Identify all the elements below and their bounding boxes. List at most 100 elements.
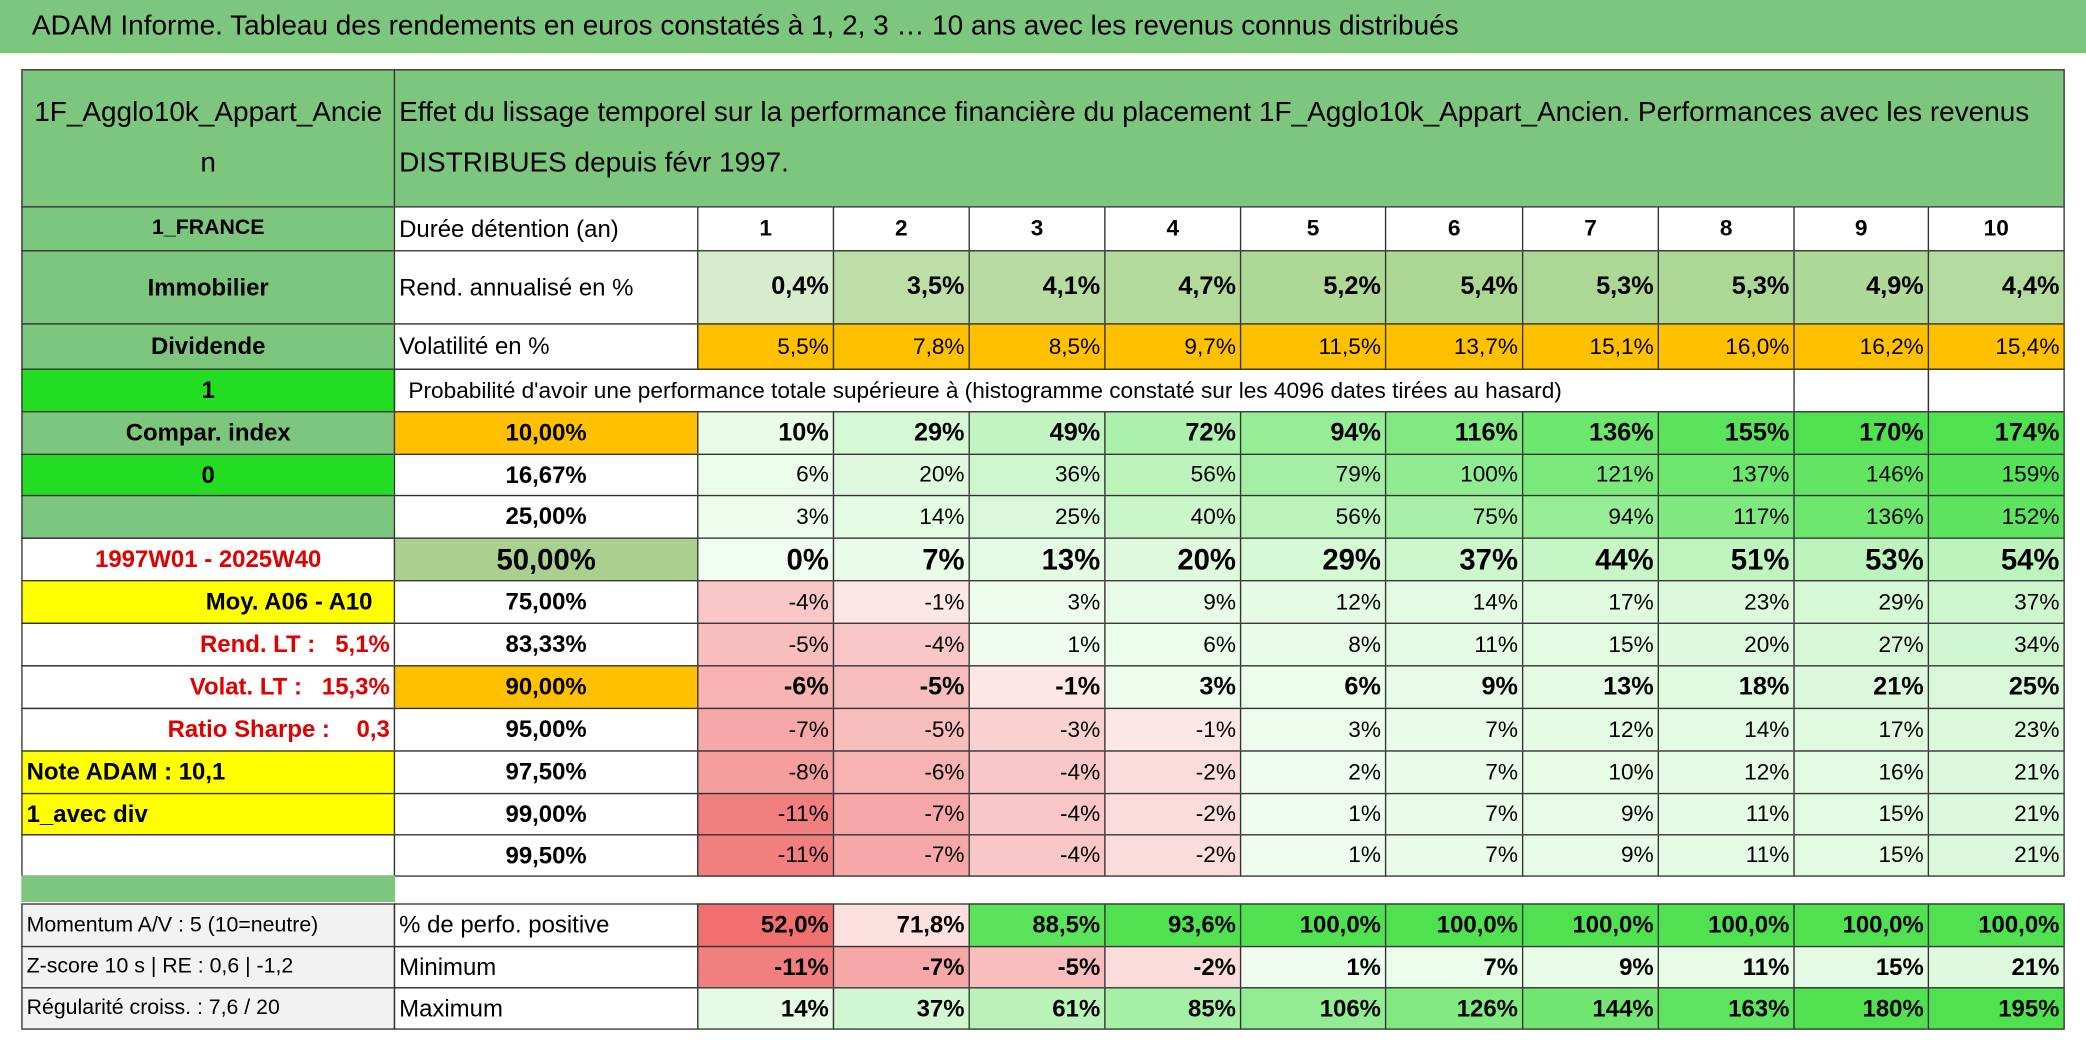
value-cell: 94%: [1521, 494, 1660, 539]
value-cell: 6%: [1104, 622, 1242, 667]
side-cell: Note ADAM : 10,1: [21, 750, 396, 795]
value-cell: 71,8%: [832, 903, 970, 948]
value-cell: 37%: [1927, 580, 2065, 624]
value-cell: 5,3%: [1657, 250, 1795, 325]
value-cell: 20%: [1104, 537, 1242, 582]
side-cell: [21, 494, 396, 539]
value-cell: 11%: [1657, 834, 1795, 877]
value-cell: -7%: [697, 707, 835, 752]
value-cell: 159%: [1927, 453, 2065, 497]
value-cell: 56%: [1104, 453, 1242, 497]
value-cell: 44%: [1521, 537, 1660, 582]
title: ADAM Informe. Tableau des rendements en …: [0, 0, 2086, 54]
value-cell: 15,4%: [1927, 323, 2065, 370]
side-cell: Ratio Sharpe : 0,3: [21, 707, 396, 752]
value-cell: -5%: [697, 622, 835, 667]
value-cell: 116%: [1384, 411, 1524, 455]
row-label: 99,50%: [393, 834, 699, 877]
value-cell: 7%: [1384, 834, 1524, 877]
value-cell: 21%: [1927, 945, 2065, 989]
value-cell: -4%: [968, 834, 1106, 877]
value-cell: 10%: [1521, 750, 1660, 795]
value-cell: -11%: [697, 945, 835, 989]
value-cell: 11%: [1657, 945, 1795, 989]
value-cell: 10%: [697, 411, 835, 455]
value-cell: 75%: [1384, 494, 1524, 539]
value-cell: 17%: [1521, 580, 1660, 624]
side-cell: Momentum A/V : 5 (10=neutre): [21, 903, 396, 948]
value-cell: 121%: [1521, 453, 1660, 497]
value-cell: -4%: [832, 622, 970, 667]
side-cell: Z-score 10 s | RE : 0,6 | -1,2: [21, 945, 396, 989]
value-cell: 6: [1384, 206, 1524, 252]
row-label: Durée détention (an): [393, 206, 699, 252]
row-label: Minimum: [393, 945, 699, 989]
value-cell: 51%: [1657, 537, 1795, 582]
value-cell: 14%: [697, 987, 835, 1030]
row-label: 99,00%: [393, 792, 699, 836]
value-cell: -4%: [968, 792, 1106, 836]
side-cell: Moy. A06 - A10: [21, 580, 396, 624]
value-cell: -6%: [832, 750, 970, 795]
row-label: 10,00%: [393, 411, 699, 455]
value-cell: 4: [1104, 206, 1242, 252]
value-cell: 15%: [1521, 622, 1660, 667]
value-cell: 13,7%: [1384, 323, 1524, 370]
value-cell: 3%: [1104, 665, 1242, 710]
value-cell: 15%: [1793, 834, 1930, 877]
note-cell: Probabilité d'avoir une performance tota…: [393, 368, 1795, 413]
value-cell: 8,5%: [968, 323, 1106, 370]
value-cell: -11%: [697, 834, 835, 877]
value-cell: 7%: [1384, 750, 1524, 795]
value-cell: 1%: [1239, 834, 1387, 877]
value-cell: 3%: [968, 580, 1106, 624]
value-cell: -2%: [1104, 792, 1242, 836]
value-cell: 10: [1927, 206, 2065, 252]
value-cell: 0%: [697, 537, 835, 582]
value-cell: 100,0%: [1793, 903, 1930, 948]
value-cell: -2%: [1104, 945, 1242, 989]
row-label: 95,00%: [393, 707, 699, 752]
row-label: 75,00%: [393, 580, 699, 624]
value-cell: -7%: [832, 834, 970, 877]
value-cell: 25%: [968, 494, 1106, 539]
value-cell: 5,2%: [1239, 250, 1387, 325]
value-cell: 9%: [1521, 792, 1660, 836]
value-cell: 7%: [1384, 707, 1524, 752]
value-cell: -8%: [697, 750, 835, 795]
row-label: 16,67%: [393, 453, 699, 497]
name-cell: 1F_Agglo10k_Appart_Ancien: [21, 69, 396, 208]
value-cell: 170%: [1793, 411, 1930, 455]
value-cell: -5%: [832, 665, 970, 710]
value-cell: 40%: [1104, 494, 1242, 539]
row-label: Rend. annualisé en %: [393, 250, 699, 325]
value-cell: 16,0%: [1657, 323, 1795, 370]
value-cell: 9: [1793, 206, 1930, 252]
row-label: 90,00%: [393, 665, 699, 710]
value-cell: 14%: [1384, 580, 1524, 624]
value-cell: 7%: [1384, 945, 1524, 989]
value-cell: 9%: [1384, 665, 1524, 710]
side-cell: Compar. index: [21, 411, 396, 455]
value-cell: 11%: [1384, 622, 1524, 667]
value-cell: 11,5%: [1239, 323, 1387, 370]
description: Effet du lissage temporel sur la perform…: [393, 69, 2065, 208]
value-cell: 72%: [1104, 411, 1242, 455]
value-cell: -7%: [832, 945, 970, 989]
value-cell: 85%: [1104, 987, 1242, 1030]
value-cell: 15,1%: [1521, 323, 1660, 370]
value-cell: 29%: [1793, 580, 1930, 624]
value-cell: 174%: [1927, 411, 2065, 455]
value-cell: 54%: [1927, 537, 2065, 582]
row-label: Maximum: [393, 987, 699, 1030]
value-cell: 9%: [1521, 834, 1660, 877]
value-cell: 23%: [1927, 707, 2065, 752]
row-label: 25,00%: [393, 494, 699, 539]
value-cell: 13%: [968, 537, 1106, 582]
value-cell: 136%: [1793, 494, 1930, 539]
value-cell: 12%: [1657, 750, 1795, 795]
value-cell: 8%: [1239, 622, 1387, 667]
value-cell: 1: [697, 206, 835, 252]
